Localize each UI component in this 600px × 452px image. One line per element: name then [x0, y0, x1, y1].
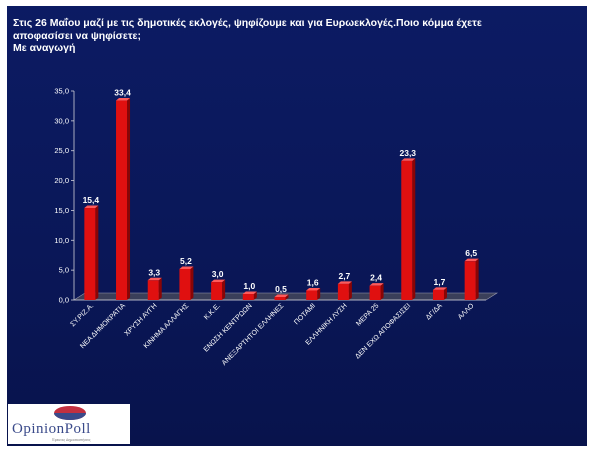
bar-top — [84, 205, 99, 209]
bar-value-label: 1,0 — [243, 281, 255, 291]
bar-value-label: 3,0 — [212, 269, 224, 279]
bar-value-label: 2,7 — [338, 271, 350, 281]
bar — [337, 281, 352, 300]
chart-title: Στις 26 Μαΐου μαζί με τις δημοτικές εκλο… — [13, 17, 573, 55]
bar — [432, 287, 447, 300]
bar-front — [274, 297, 286, 300]
y-tick-label: 35,0 — [54, 87, 69, 96]
bar-front — [147, 280, 159, 300]
bar-top — [211, 279, 226, 283]
bar — [369, 283, 384, 300]
chart-bars — [84, 98, 479, 300]
bar — [84, 205, 99, 300]
bar-side — [253, 291, 257, 300]
chart-title-line-2: αποφασίσει να ψηφίσετε; — [13, 29, 141, 42]
bar-side — [380, 283, 384, 300]
x-tick-label: Κ.Κ.Ε. — [203, 302, 222, 321]
bar — [242, 291, 257, 300]
chart-title-line-1: Στις 26 Μαΐου μαζί με τις δημοτικές εκλο… — [13, 17, 482, 29]
bar-side — [348, 281, 352, 300]
bar-front — [337, 283, 349, 300]
y-tick-label: 15,0 — [54, 206, 69, 215]
bar-value-label: 3,3 — [148, 267, 160, 277]
bar — [401, 158, 416, 300]
bar-value-label: 23,3 — [399, 148, 416, 158]
slide-background — [7, 6, 587, 446]
bar-top — [337, 281, 352, 284]
x-tick-label: ΑΝΕΞΑΡΤΗΤΟΙ ΕΛΛΗΝΕΣ — [221, 302, 286, 367]
y-tick-label: 20,0 — [54, 176, 69, 185]
bar-value-label: 2,4 — [370, 273, 382, 283]
bar-side — [443, 287, 447, 300]
x-tick-label: ΜΕΡΑ 25 — [355, 302, 380, 327]
opinionpoll-logo: OpinionPoll Έρευνες Δημοσκοπήσεις — [8, 404, 130, 444]
bar-side — [222, 279, 226, 300]
bar — [464, 258, 479, 300]
bar-side — [317, 287, 321, 300]
bar-side — [158, 277, 162, 300]
x-tick-label: ΠΟΤΑΜΙ — [293, 302, 317, 326]
bar-side — [95, 205, 99, 300]
bar-value-label: 15,4 — [83, 195, 100, 205]
bar-front — [242, 294, 254, 300]
logo-globe-icon — [54, 406, 86, 420]
bar-front — [464, 261, 476, 300]
bar-top — [179, 266, 194, 269]
bar-front — [179, 268, 191, 300]
bar-front — [432, 289, 444, 300]
chart-title-line-3: Με αναγωγή — [13, 42, 76, 54]
y-tick-label: 25,0 — [54, 146, 69, 155]
x-tick-label: ΑΛΛΟ — [457, 302, 476, 321]
bar — [147, 277, 162, 300]
bar — [306, 287, 321, 300]
logo-text: OpinionPoll — [12, 421, 91, 437]
chart-axes — [71, 90, 499, 301]
bar-front — [369, 285, 381, 300]
x-tick-label: ΣΥ.ΡΙΖ.Α. — [69, 302, 95, 328]
bar-value-label: 5,2 — [180, 256, 192, 266]
bar-value-label: 1,7 — [434, 277, 446, 287]
bar-top — [147, 277, 162, 281]
bar-top — [464, 258, 479, 262]
bar-side — [285, 294, 289, 300]
bar — [211, 279, 226, 300]
bar-top — [369, 283, 384, 286]
bar — [179, 266, 194, 300]
x-tick-label: ΧΡΥΣΗ ΑΥΓΗ — [124, 302, 159, 337]
y-tick-label: 10,0 — [54, 236, 69, 245]
bar — [274, 294, 289, 300]
bar — [116, 98, 131, 300]
bar-front — [211, 282, 223, 300]
bar-side — [475, 258, 479, 300]
x-tick-label: ΔΓ/ΔΑ — [425, 302, 444, 321]
bar-top — [116, 98, 131, 101]
logo-subtitle: Έρευνες Δημοσκοπήσεις — [52, 438, 91, 442]
bar-front — [306, 290, 318, 300]
bar-side — [412, 158, 416, 300]
bar-side — [190, 266, 194, 300]
y-tick-label: 30,0 — [54, 116, 69, 125]
x-tick-label: ΔΕΝ ΕΧΩ ΑΠΟΦΑΣΙΣΕΙ — [354, 302, 412, 360]
bar-front — [84, 208, 96, 300]
bar-top — [242, 291, 257, 295]
y-tick-label: 0,0 — [59, 296, 69, 305]
bar-value-label: 1,6 — [307, 277, 319, 287]
bar-side — [127, 98, 131, 300]
y-tick-label: 5,0 — [59, 266, 69, 275]
bar-top — [432, 287, 447, 290]
bar-value-label: 0,5 — [275, 284, 287, 294]
bar-top — [274, 294, 289, 298]
bar-top — [306, 287, 321, 291]
bar-top — [401, 158, 416, 161]
bar-value-label: 33,4 — [114, 88, 131, 98]
bar-front — [401, 160, 413, 300]
bar-value-label: 6,5 — [465, 248, 477, 258]
bar-front — [116, 100, 128, 300]
